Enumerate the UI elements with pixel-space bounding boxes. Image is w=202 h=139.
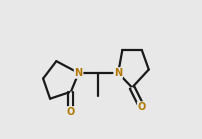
Text: N: N: [114, 68, 122, 78]
Text: O: O: [137, 102, 145, 112]
Text: O: O: [66, 107, 75, 117]
Text: N: N: [74, 68, 82, 78]
